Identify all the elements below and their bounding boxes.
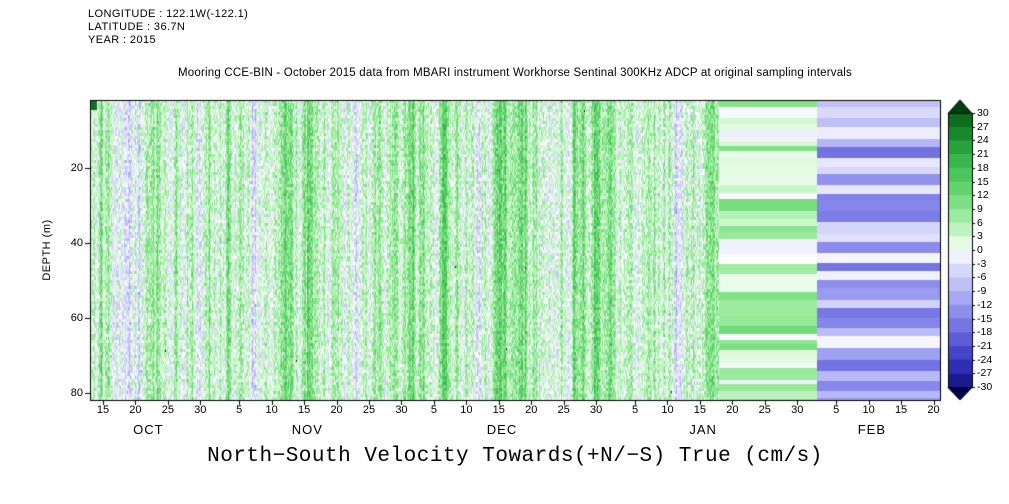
x-tick-label: 25 xyxy=(362,404,376,416)
x-tick-label: 15 xyxy=(492,404,505,416)
x-tick-label: 15 xyxy=(894,404,908,416)
y-tick-label: 40 xyxy=(70,236,83,249)
colorbar-tick-label: -12 xyxy=(977,298,993,311)
colorbar-tick-label: 0 xyxy=(977,244,983,256)
x-tick-label: 5 xyxy=(833,404,840,416)
colorbar-tick-label: -24 xyxy=(977,353,993,366)
colorbar-tick-label: -15 xyxy=(977,312,993,325)
x-tick-label: 20 xyxy=(129,404,142,416)
x-tick-label: 30 xyxy=(589,404,603,416)
x-tick-label: 10 xyxy=(460,404,473,416)
x-tick-label: 20 xyxy=(927,404,940,416)
colorbar-tick-label: 30 xyxy=(977,107,989,119)
x-tick-label: 30 xyxy=(791,404,804,416)
colorbar-tick-label: -30 xyxy=(977,381,993,393)
colorbar-tick-label: 6 xyxy=(977,216,983,229)
y-tick-label: 80 xyxy=(70,386,83,399)
colorbar-tick-label: 15 xyxy=(977,175,989,188)
footer-title: North−South Velocity Towards(+N/−S) True… xyxy=(207,445,823,468)
colorbar-tick-label: 21 xyxy=(977,148,989,161)
x-tick-label: 15 xyxy=(693,404,707,416)
x-tick-label: 25 xyxy=(758,404,771,416)
x-tick-label: 15 xyxy=(96,404,110,416)
month-label: JAN xyxy=(689,422,717,437)
month-label: OCT xyxy=(133,422,164,437)
x-tick-label: 10 xyxy=(862,404,875,416)
colorbar-tick-label: -3 xyxy=(977,257,987,270)
colorbar-tick-label: 18 xyxy=(977,161,989,174)
colorbar-tick-label: -6 xyxy=(977,271,987,284)
colorbar-tick-label: -21 xyxy=(977,339,993,352)
x-tick-label: 20 xyxy=(525,404,538,416)
month-label: DEC xyxy=(486,422,518,437)
x-tick-label: 25 xyxy=(161,404,174,416)
header-longitude: LONGITUDE : 122.1W(-122.1) xyxy=(88,8,249,20)
colorbar-tick-label: 24 xyxy=(977,134,989,147)
colorbar-tick-label: -9 xyxy=(977,285,987,298)
chart-title: Mooring CCE-BIN - October 2015 data from… xyxy=(177,67,853,79)
colorbar-tick-label: 27 xyxy=(977,120,989,133)
colorbar-tick-label: -18 xyxy=(977,326,993,339)
colorbar-tick-label: 9 xyxy=(977,202,983,215)
x-tick-label: 15 xyxy=(297,404,311,416)
y-tick-label: 60 xyxy=(70,311,83,324)
month-label: NOV xyxy=(291,422,323,437)
x-tick-label: 5 xyxy=(631,404,639,416)
x-tick-label: 25 xyxy=(557,404,570,416)
month-label: FEB xyxy=(857,422,887,437)
header-year: YEAR : 2015 xyxy=(88,34,156,46)
x-tick-label: 5 xyxy=(430,404,437,416)
header-latitude: LATITUDE : 36.7N xyxy=(88,21,186,33)
y-tick-label: 20 xyxy=(70,161,83,174)
x-tick-label: 30 xyxy=(194,404,207,416)
x-tick-label: 10 xyxy=(265,404,278,416)
colorbar-tick-label: 12 xyxy=(977,189,989,202)
colorbar-tick-label: 3 xyxy=(977,230,983,243)
x-tick-label: 5 xyxy=(236,404,243,416)
x-tick-label: 10 xyxy=(661,404,674,416)
x-tick-label: 20 xyxy=(330,404,343,416)
x-tick-label: 30 xyxy=(395,404,408,416)
colorbar-tick-label: -27 xyxy=(977,367,993,380)
x-tick-label: 20 xyxy=(726,404,739,416)
